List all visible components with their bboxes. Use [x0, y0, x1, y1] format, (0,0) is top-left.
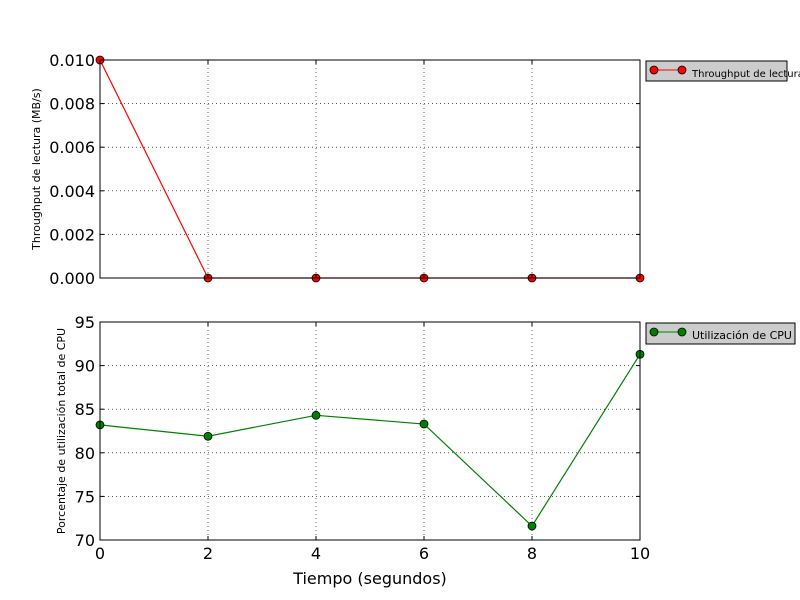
cpu-y-axis-label: Porcentaje de utilización total de CPU — [55, 328, 68, 534]
throughput-legend-label: Throughput de lectura — [691, 69, 800, 80]
throughput-axes-frame — [99, 59, 641, 279]
cpu-legend-label: Utilización de CPU — [692, 329, 792, 342]
throughput-series-group — [95, 55, 645, 283]
cpu-x-tick-label: 2 — [203, 544, 213, 563]
cpu-y-tick-label: 85 — [75, 400, 95, 419]
throughput-y-tick-label: 0.000 — [49, 269, 95, 288]
cpu-x-tick-label: 6 — [419, 544, 429, 563]
cpu-y-tick-label: 80 — [75, 444, 95, 463]
cpu-series-group — [95, 349, 645, 531]
cpu-series-line — [99, 353, 641, 527]
throughput-y-tick-label: 0.008 — [49, 95, 95, 114]
cpu-data-point — [203, 431, 213, 441]
throughput-y-tick-label: 0.010 — [49, 51, 95, 70]
cpu-x-axis-label: Tiempo (segundos) — [292, 569, 447, 588]
throughput-panel: 0.000 0.002 0.004 0.006 0.008 0.010 Throughpu… — [30, 51, 800, 288]
throughput-y-ticks: 0.000 0.002 0.004 0.006 0.008 0.010 — [49, 51, 640, 288]
throughput-y-tick-label: 0.006 — [49, 138, 95, 157]
cpu-y-tick-label: 75 — [75, 487, 95, 506]
cpu-legend: Utilización de CPU — [645, 322, 796, 345]
throughput-y-axis-label: Throughput de lectura (MB/s) — [30, 88, 43, 251]
throughput-y-tick-label: 0.002 — [49, 225, 95, 244]
cpu-x-tick-label: 0 — [95, 544, 105, 563]
cpu-data-point — [527, 521, 537, 531]
cpu-x-tick-label: 10 — [630, 544, 650, 563]
cpu-panel: 70 75 80 85 90 95 0 2 4 6 8 10 Porcentaje de utili… — [55, 313, 796, 588]
cpu-grid — [100, 322, 640, 540]
cpu-y-tick-label: 90 — [75, 357, 95, 376]
cpu-data-point — [419, 419, 429, 429]
cpu-x-tick-label: 4 — [311, 544, 321, 563]
throughput-legend: Throughput de lectura — [645, 60, 800, 82]
throughput-grid — [100, 60, 640, 278]
cpu-y-tick-label: 70 — [75, 531, 95, 550]
cpu-y-tick-label: 95 — [75, 313, 95, 332]
cpu-data-point — [311, 410, 321, 420]
throughput-series-line — [99, 59, 640, 279]
cpu-axes-frame — [99, 321, 641, 541]
throughput-y-tick-label: 0.004 — [49, 182, 95, 201]
cpu-x-ticks: 0 2 4 6 8 10 — [95, 322, 650, 563]
cpu-legend-marker-right — [677, 327, 687, 337]
cpu-x-tick-label: 8 — [527, 544, 537, 563]
throughput-legend-marker-left — [649, 65, 659, 75]
cpu-legend-marker-left — [649, 327, 659, 337]
cpu-y-ticks: 70 75 80 85 90 95 — [75, 313, 640, 550]
throughput-legend-marker-right — [677, 65, 687, 75]
throughput-x-ticks — [99, 60, 641, 278]
